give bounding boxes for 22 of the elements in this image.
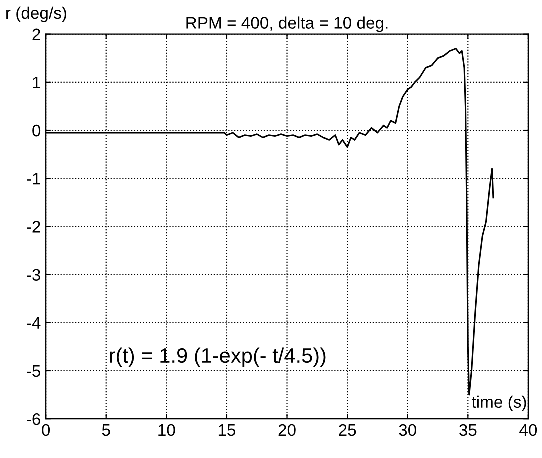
x-tick-label: 40: [520, 424, 538, 436]
x-axis-title: time (s): [472, 396, 526, 412]
annotation: r(t) = 1.9 (1-exp(- t/4.5)): [110, 348, 326, 368]
x-tick-label: 20: [278, 424, 296, 436]
y-tick-label: -2: [27, 221, 40, 233]
y-tick-label: -6: [27, 413, 40, 426]
y-tick-label: -1: [27, 173, 40, 185]
y-tick-label: 0: [32, 124, 41, 137]
x-tick-label: 5: [102, 424, 110, 436]
y-tick-label: -5: [27, 366, 41, 378]
x-tick-label: 25: [339, 424, 356, 436]
x-tick-label: 30: [399, 424, 416, 436]
y-tick-label: 1: [33, 77, 40, 88]
x-tick-label: 15: [218, 424, 236, 436]
y-tick-label: -3: [27, 269, 40, 282]
y-tick-label: -4: [27, 317, 41, 329]
y-axis-title: r (deg/s): [6, 6, 66, 22]
x-tick-label: 0: [42, 424, 50, 436]
x-tick-label: 10: [158, 424, 176, 436]
chart-title: RPM = 400, delta = 10 deg.: [186, 16, 388, 32]
y-tick-label: 2: [32, 28, 40, 40]
x-tick-label: 35: [460, 424, 477, 436]
